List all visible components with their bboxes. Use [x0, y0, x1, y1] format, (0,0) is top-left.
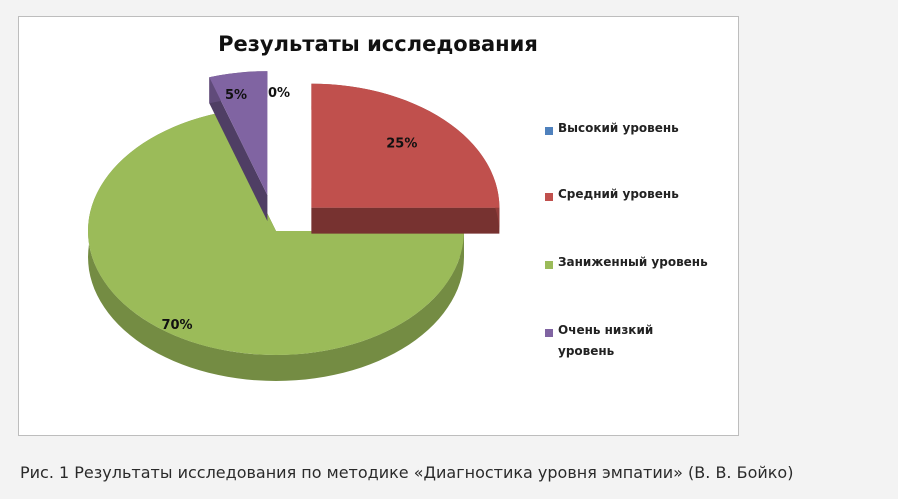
legend-item-medium: Средний уровень — [545, 187, 735, 205]
data-labels: 0% 25% 70% 5% — [161, 86, 417, 333]
data-label-medium: 25% — [386, 136, 417, 151]
legend-item-very-low: Очень низкий уровень — [545, 323, 735, 362]
slice-wall — [311, 207, 500, 234]
legend-label-high: Высокий уровень — [558, 121, 679, 135]
legend-label-medium: Средний уровень — [558, 187, 679, 201]
pie-slice-very-low — [209, 71, 268, 222]
legend-label-very-low: Очень низкий уровень — [558, 323, 654, 358]
chart-area: Результаты исследования 0% 25% 70% 5% Высок… — [18, 16, 739, 436]
legend-item-low: Заниженный уровень — [545, 255, 735, 273]
slice-wall — [209, 77, 268, 222]
legend-swatch-medium — [545, 193, 553, 201]
slice-top — [311, 83, 500, 208]
pie-slices — [87, 71, 500, 381]
data-label-very-low: 5% — [225, 88, 247, 103]
data-label-low: 70% — [161, 318, 192, 333]
figure-caption: Рис. 1 Результаты исследования по методи… — [20, 463, 794, 482]
legend-item-high: Высокий уровень — [545, 121, 735, 139]
pie-chart: Результаты исследования 0% 25% 70% 5% — [87, 32, 538, 381]
pie-slice-medium — [311, 83, 500, 234]
chart-title: Результаты исследования — [218, 32, 538, 56]
slice-top — [87, 113, 464, 356]
data-label-high: 0% — [268, 86, 290, 101]
legend-swatch-high — [545, 127, 553, 135]
legend-swatch-very-low — [545, 329, 553, 337]
legend-label-low: Заниженный уровень — [558, 255, 708, 269]
slice-top — [209, 71, 268, 196]
legend-swatch-low — [545, 261, 553, 269]
